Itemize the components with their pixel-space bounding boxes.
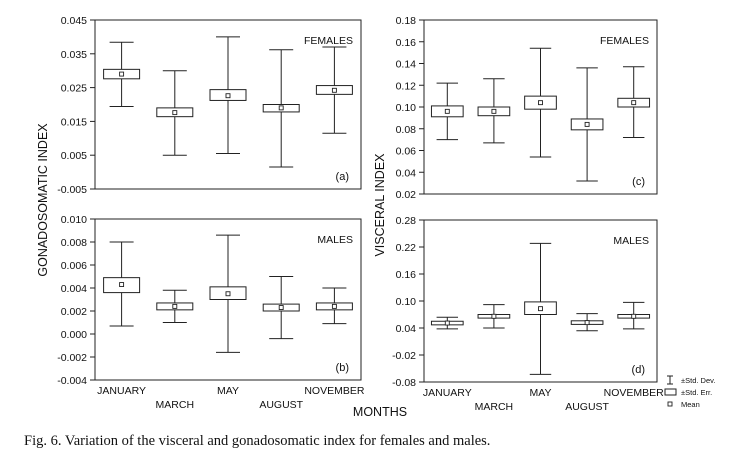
- y-tick-label: 0.015: [61, 116, 87, 128]
- y-tick-label: 0.04: [396, 167, 417, 179]
- figure-caption: Fig. 6. Variation of the visceral and go…: [24, 433, 491, 449]
- x-axis-label: MONTHS: [353, 405, 407, 419]
- legend-label: Mean: [681, 400, 700, 409]
- x-category-labels: JANUARY MAY NOVEMBER MARCH AUGUST JANUARY MAY N…: [97, 385, 664, 413]
- y-tick-label: 0.10: [396, 102, 417, 114]
- x-category-label-right: MAY: [530, 387, 552, 399]
- panel-label: (c): [632, 176, 645, 188]
- legend-label: ±Std. Err.: [681, 388, 712, 397]
- group-label: MALES: [613, 235, 649, 247]
- x-category-label-left: NOVEMBER: [304, 385, 365, 397]
- mean-marker: [278, 105, 284, 111]
- mean-marker: [225, 291, 231, 297]
- y-tick-label: 0.06: [396, 146, 417, 158]
- group-label: FEMALES: [304, 35, 353, 47]
- y-tick-label: 0.006: [61, 260, 87, 272]
- x-category-label-right: AUGUST: [565, 401, 609, 413]
- y-tick-label: 0.16: [396, 37, 417, 49]
- y-tick-label: 0.22: [396, 242, 417, 254]
- x-category-label-left: JANUARY: [97, 385, 146, 397]
- x-category-label-left: MAY: [217, 385, 239, 397]
- y-tick-label: 0.005: [61, 150, 87, 162]
- mean-marker: [331, 303, 337, 309]
- x-category-label-right: JANUARY: [423, 387, 472, 399]
- y-tick-label: 0.000: [61, 329, 87, 341]
- y-tick-label: 0.025: [61, 83, 87, 95]
- mean-marker: [631, 100, 637, 106]
- group-label: FEMALES: [600, 35, 649, 47]
- y-tick-label: 0.008: [61, 237, 87, 249]
- plot-frame: [94, 218, 362, 381]
- y-tick-label: 0.10: [396, 296, 417, 308]
- panel-c: 0.02 0.04 0.06 0.08 0.10 0.12 0.14 0.16 0.18 FEMA…: [396, 15, 658, 201]
- y-tick-label: 0.004: [61, 283, 87, 295]
- y-axis-label-visceral: VISCERAL INDEX: [373, 153, 387, 257]
- panel-a: -0.005 0.005 0.015 0.025 0.035 0.045 FEMALES (a…: [57, 15, 362, 196]
- mean-marker: [631, 313, 637, 319]
- y-tick-label: -0.005: [57, 184, 87, 196]
- mean-marker: [444, 108, 450, 114]
- mean-marker: [584, 320, 590, 326]
- y-tick-label: 0.18: [396, 15, 417, 27]
- y-tick-label: 0.002: [61, 306, 87, 318]
- panel-d: -0.08 -0.02 0.04 0.10 0.16 0.22 0.28 MALES (d): [392, 215, 658, 389]
- x-category-label-right: NOVEMBER: [604, 387, 665, 399]
- y-tick-label: 0.08: [396, 124, 417, 136]
- mean-marker: [119, 71, 125, 77]
- mean-marker: [491, 108, 497, 114]
- x-category-label-right: MARCH: [475, 401, 514, 413]
- y-tick-label: 0.045: [61, 15, 87, 27]
- y-tick-label: -0.08: [392, 377, 416, 389]
- y-tick-label: 0.04: [396, 323, 417, 335]
- panel-label: (a): [336, 171, 349, 183]
- panel-label: (b): [336, 362, 349, 374]
- mean-marker: [444, 320, 450, 326]
- y-tick-label: 0.02: [396, 189, 417, 201]
- y-tick-label: 0.14: [396, 59, 417, 71]
- legend-label: ±Std. Dev.: [681, 376, 715, 385]
- y-tick-label: -0.02: [392, 350, 416, 362]
- plot-frame: [94, 19, 362, 190]
- panel-label: (d): [632, 364, 645, 376]
- mean-marker: [538, 100, 543, 106]
- mean-marker: [172, 303, 178, 309]
- panels: -0.005 0.005 0.015 0.025 0.035 0.045 FEMALES (a…: [57, 15, 658, 389]
- mean-marker: [172, 110, 178, 116]
- y-tick-label: 0.035: [61, 49, 87, 61]
- y-tick-label: 0.28: [396, 215, 417, 227]
- group-label: MALES: [317, 234, 353, 246]
- y-tick-label: -0.004: [57, 375, 87, 387]
- y-tick-label: 0.12: [396, 80, 417, 92]
- y-tick-label: 0.16: [396, 269, 417, 281]
- y-tick-label: 0.010: [61, 214, 87, 226]
- legend: ±Std. Dev. ±Std. Err. Mean: [664, 375, 715, 409]
- x-category-label-left: MARCH: [156, 399, 195, 411]
- legend-box-icon: [664, 388, 677, 396]
- mean-marker: [225, 93, 231, 99]
- y-axis-label-gonadosomatic: GONADOSOMATIC INDEX: [36, 123, 50, 277]
- mean-marker: [491, 313, 497, 319]
- y-tick-label: -0.002: [57, 352, 87, 364]
- mean-marker: [584, 121, 590, 127]
- mean-marker: [331, 87, 337, 93]
- mean-marker: [119, 282, 125, 287]
- x-category-label-left: AUGUST: [259, 399, 303, 411]
- mean-marker: [538, 306, 543, 312]
- mean-marker: [278, 305, 284, 310]
- panel-b: -0.004 -0.002 0.000 0.002 0.004 0.006 0.008 0.0…: [57, 214, 362, 387]
- legend-mean-icon: [667, 401, 673, 407]
